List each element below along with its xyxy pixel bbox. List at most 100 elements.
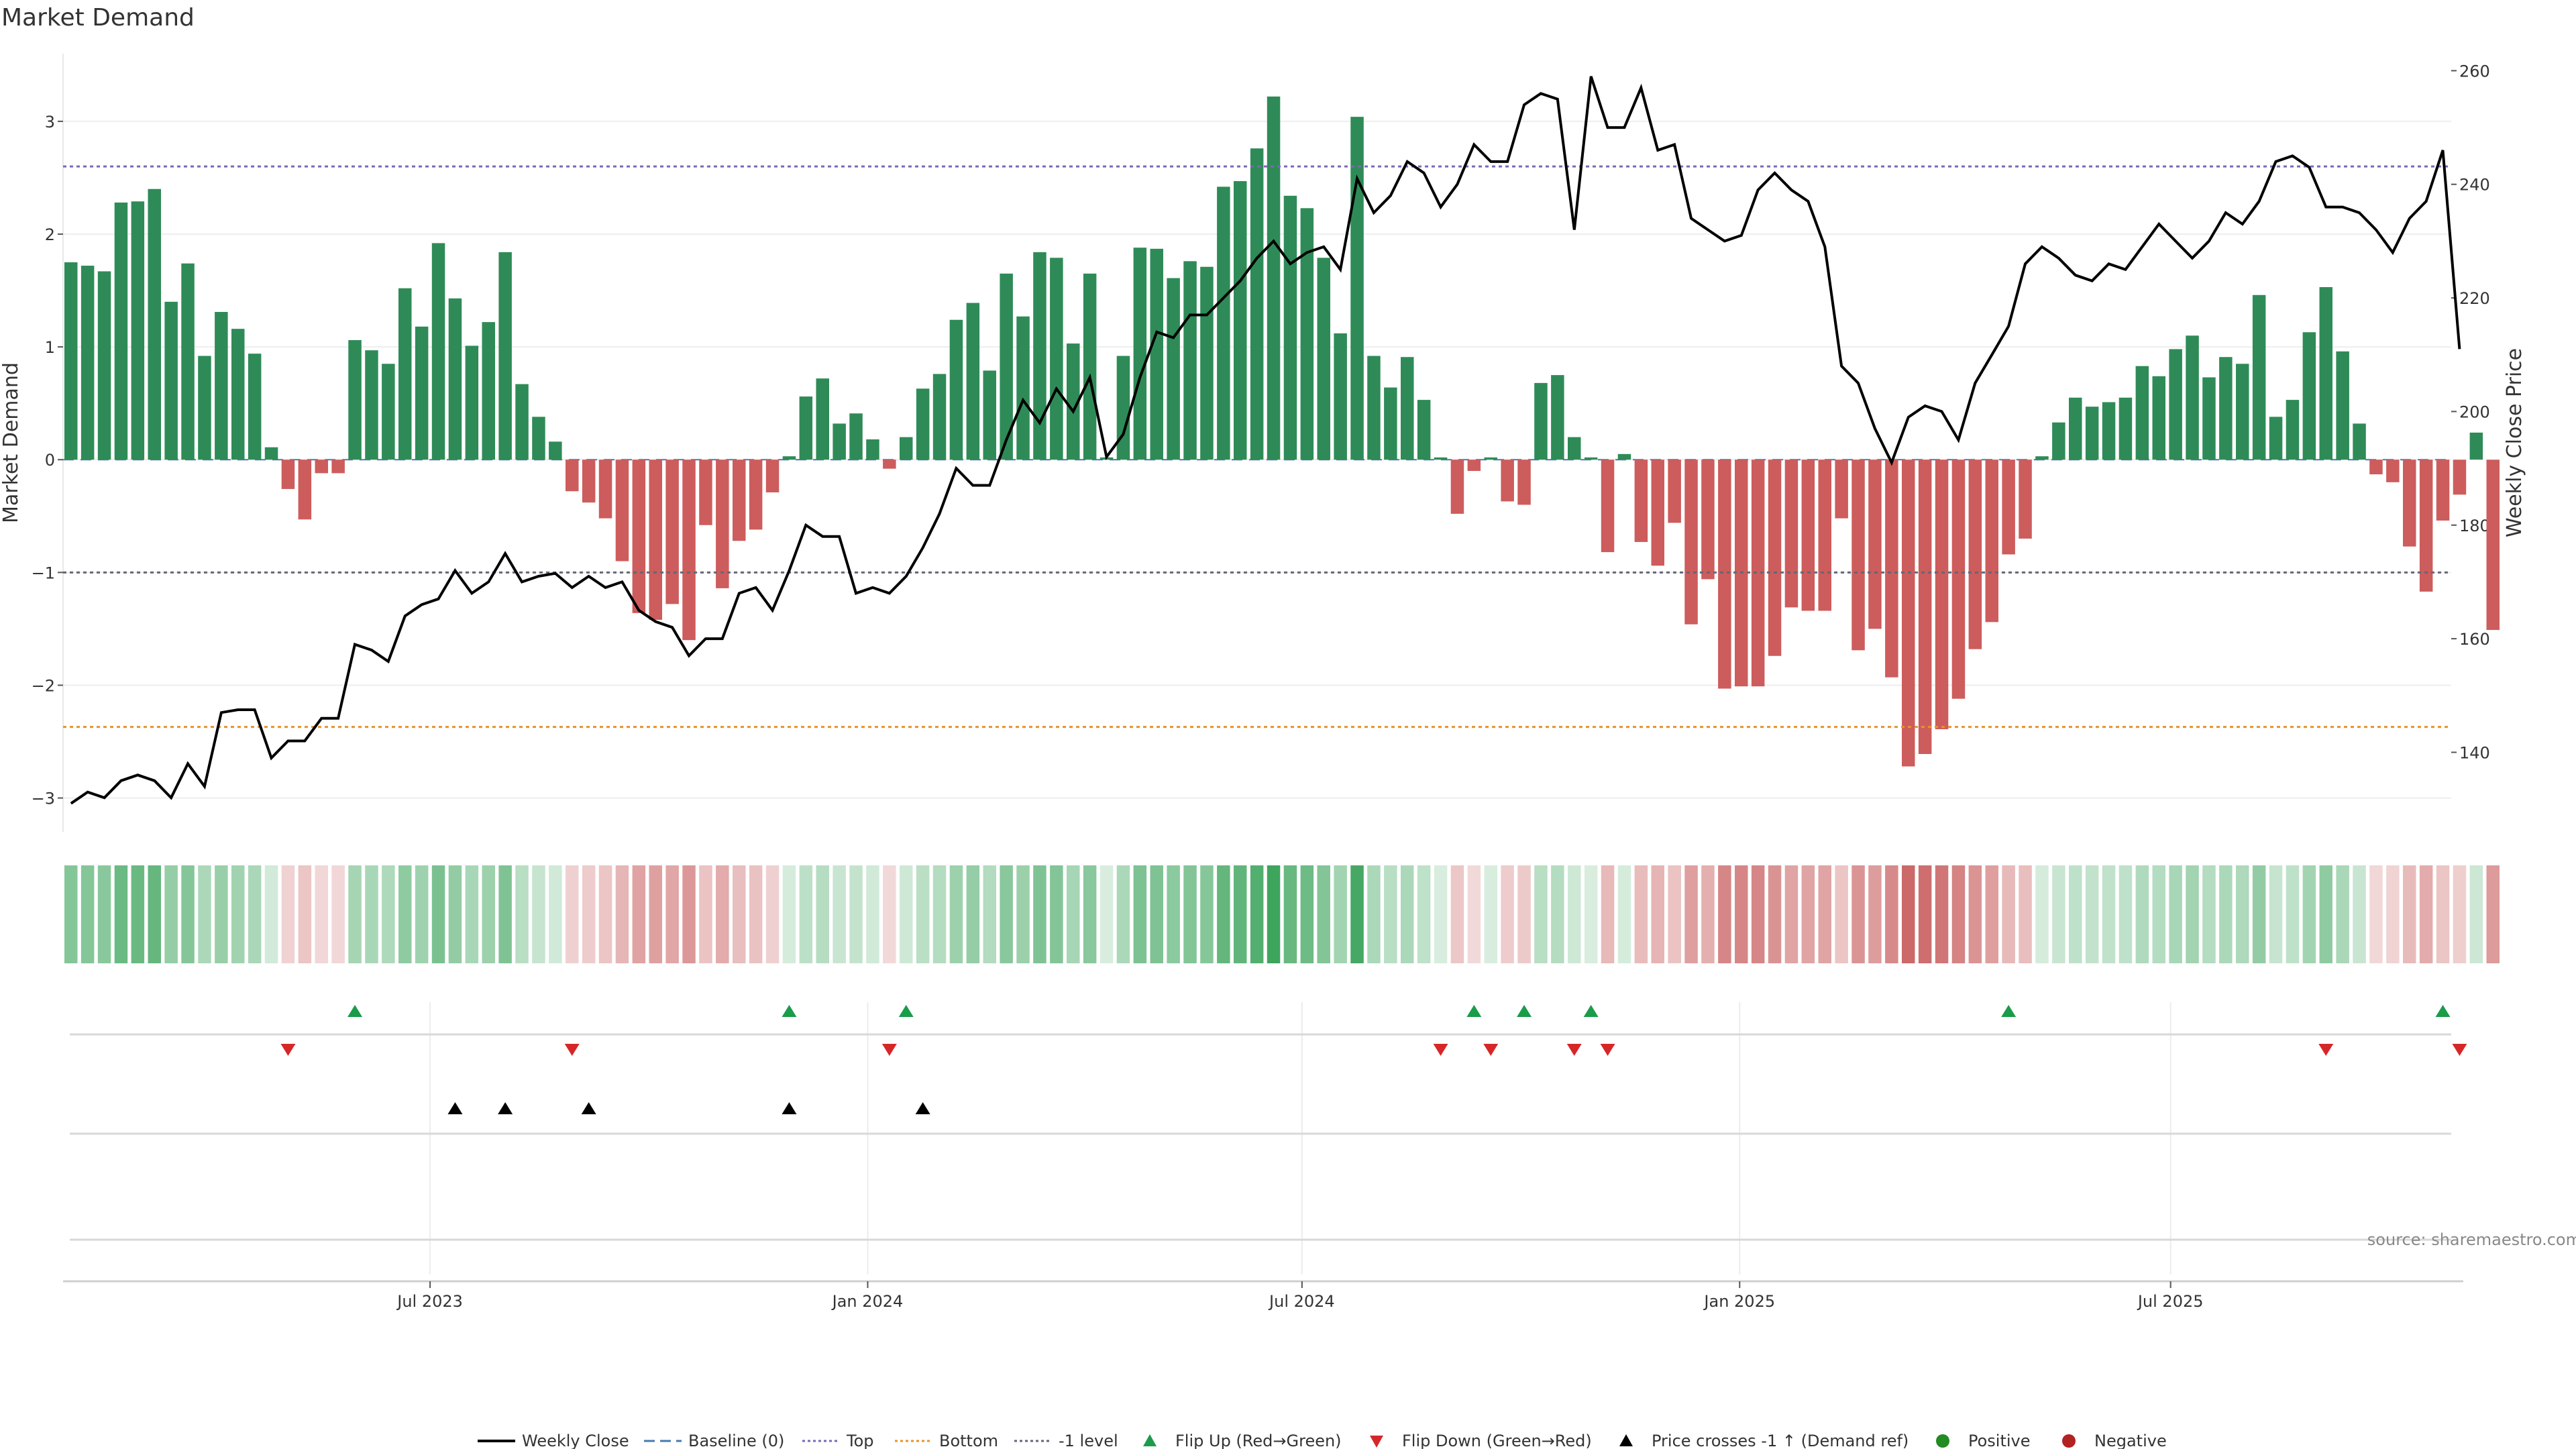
heat-band <box>465 865 479 963</box>
demand-bar <box>598 460 612 519</box>
y2-tick-label: 160 <box>2459 630 2490 649</box>
heat-band <box>1634 865 1648 963</box>
demand-bar <box>1083 273 1097 460</box>
flip-up-marker <box>1466 1005 1482 1017</box>
heat-band <box>566 865 579 963</box>
demand-bar <box>816 378 829 460</box>
demand-bar <box>1484 457 1497 460</box>
heat-band <box>2486 865 2500 963</box>
flip-down-marker <box>564 1044 580 1056</box>
heat-band <box>114 865 128 963</box>
demand-bar <box>1016 316 1030 460</box>
heat-band <box>2118 865 2133 963</box>
heat-band <box>348 865 362 963</box>
heat-band <box>64 865 78 963</box>
demand-bar <box>2486 460 2500 631</box>
y2-tick-label: 220 <box>2459 289 2490 308</box>
heat-band <box>2135 865 2149 963</box>
heat-band <box>1167 865 1180 963</box>
demand-bar <box>2085 407 2099 460</box>
demand-bar <box>1150 248 1163 460</box>
demand-bar <box>1401 357 1414 460</box>
y-tick-label: 0 <box>45 451 55 470</box>
demand-bar <box>983 370 996 460</box>
demand-bar <box>281 460 295 489</box>
demand-bar <box>883 460 896 469</box>
demand-bar <box>665 460 679 604</box>
price-cross-marker <box>447 1102 463 1114</box>
heat-band <box>1684 865 1698 963</box>
flip-up-markers <box>347 1005 2451 1017</box>
heat-band <box>1450 865 1464 963</box>
legend-label: Negative <box>2094 1432 2167 1449</box>
demand-bar <box>849 413 863 460</box>
demand-bar <box>1868 460 1882 629</box>
demand-bar <box>765 460 780 492</box>
demand-bar <box>382 364 395 460</box>
demand-bar <box>415 326 429 460</box>
legend-swatch <box>1370 1436 1383 1448</box>
demand-bar <box>1367 356 1381 460</box>
heat-band <box>2286 865 2300 963</box>
heat-band <box>2085 865 2099 963</box>
demand-bar <box>1718 460 1731 689</box>
demand-bar <box>2436 460 2450 521</box>
demand-bar <box>1684 460 1698 625</box>
demand-bar <box>131 201 145 460</box>
demand-bar <box>1234 180 1247 460</box>
heat-band <box>1200 865 1214 963</box>
demand-bar <box>1501 460 1514 502</box>
heat-band <box>632 865 646 963</box>
heat-band <box>1250 865 1264 963</box>
y-tick-label: 3 <box>45 113 55 131</box>
heat-band <box>1133 865 1147 963</box>
heat-band <box>1768 865 1782 963</box>
heat-band <box>1584 865 1598 963</box>
heat-band <box>916 865 930 963</box>
demand-bar <box>1200 266 1214 460</box>
demand-bar <box>2236 364 2249 460</box>
chart-title: Market Demand <box>1 4 195 32</box>
demand-bar <box>2336 351 2349 460</box>
heat-band <box>181 865 195 963</box>
heat-band <box>2252 865 2266 963</box>
demand-bar <box>64 262 78 460</box>
heat-band <box>1434 865 1448 963</box>
heat-band <box>1183 865 1197 963</box>
x-tick-label: Jan 2025 <box>1703 1292 1775 1311</box>
heat-band <box>365 865 378 963</box>
demand-bar <box>749 460 763 530</box>
heat-band <box>1885 865 1898 963</box>
demand-bar <box>431 243 445 460</box>
flip-up-marker <box>782 1005 797 1017</box>
price-cross-marker <box>581 1102 596 1114</box>
heat-band <box>1501 865 1514 963</box>
demand-bar <box>181 263 195 460</box>
heat-band <box>1801 865 1815 963</box>
heat-band <box>2219 865 2233 963</box>
source-credit: source: sharemaestro.com <box>2367 1230 2576 1249</box>
heat-band <box>2102 865 2116 963</box>
demand-bar <box>1050 258 1063 460</box>
heat-band <box>2436 865 2450 963</box>
demand-bar <box>866 439 879 460</box>
demand-bar <box>1918 460 1932 754</box>
heat-band <box>2035 865 2049 963</box>
legend-label: Bottom <box>939 1432 998 1449</box>
heat-band <box>1283 865 1297 963</box>
demand-bar <box>1183 261 1197 460</box>
demand-bar <box>1634 460 1648 542</box>
heat-band <box>682 865 696 963</box>
heat-band <box>1751 865 1765 963</box>
demand-bar <box>1350 117 1364 460</box>
demand-bar <box>1651 460 1664 566</box>
heat-band <box>1000 865 1013 963</box>
heat-band <box>816 865 829 963</box>
heat-band <box>1534 865 1548 963</box>
heat-band <box>248 865 262 963</box>
heat-band <box>2353 865 2366 963</box>
heat-band <box>298 865 312 963</box>
demand-bar <box>2302 332 2316 460</box>
heat-band <box>2319 865 2332 963</box>
flip-down-marker <box>280 1044 296 1056</box>
